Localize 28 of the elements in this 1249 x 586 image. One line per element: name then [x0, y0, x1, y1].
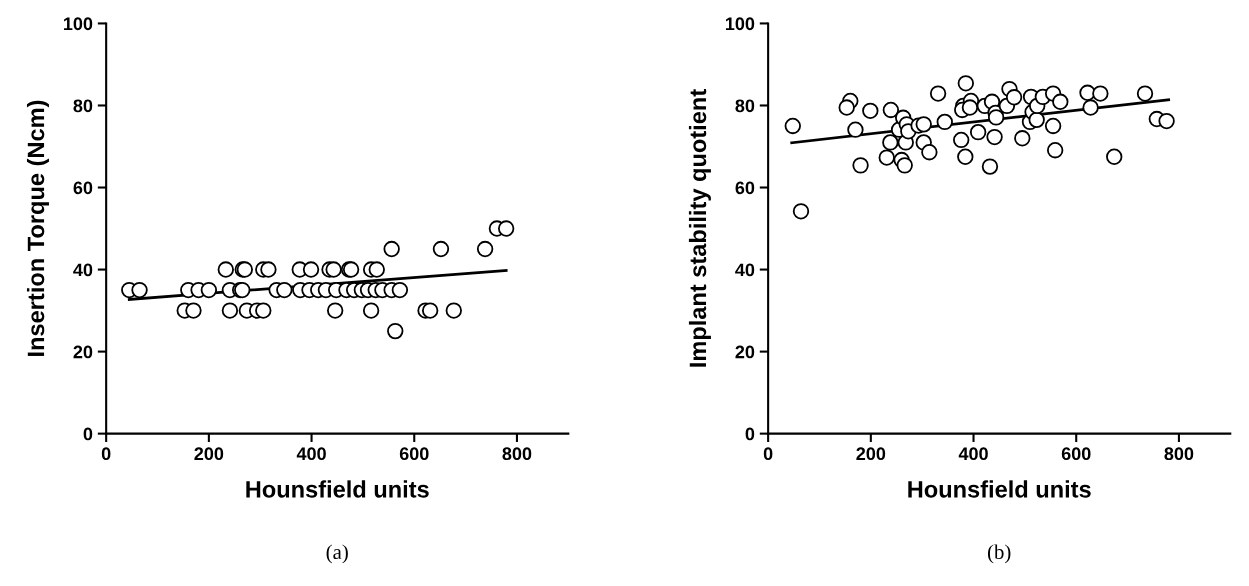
text: (b): [987, 544, 1011, 564]
y-tick-label: 0: [745, 427, 755, 441]
y-axis-title: Insertion Torque (Ncm): [26, 100, 49, 356]
y-tick-label: 100: [63, 17, 93, 31]
x-tick-label: 0: [101, 447, 111, 461]
x-tick-label: 400: [296, 447, 326, 461]
y-axis-title: Implant stability quotient: [688, 89, 711, 367]
y-tick-label: 20: [73, 345, 93, 359]
x-axis-title: Hounsfield units: [246, 480, 429, 498]
x-tick-label: 800: [1164, 447, 1194, 461]
x-tick-label: 600: [1061, 447, 1091, 461]
y-tick-label: 100: [725, 17, 755, 31]
text: (a): [326, 544, 348, 564]
y-tick-label: 40: [735, 263, 755, 277]
y-tick-label: 20: [735, 345, 755, 359]
y-tick-label: 80: [73, 99, 93, 113]
y-tick-label: 80: [735, 99, 755, 113]
y-tick-label: 0: [83, 427, 93, 441]
x-tick-label: 200: [194, 447, 224, 461]
y-tick-label: 60: [73, 181, 93, 195]
x-tick-label: 200: [856, 447, 886, 461]
y-tick-label: 60: [735, 181, 755, 195]
x-tick-label: 800: [502, 447, 532, 461]
x-tick-label: 600: [399, 447, 429, 461]
x-axis-title: Hounsfield units: [908, 480, 1091, 498]
x-tick-label: 0: [763, 447, 773, 461]
y-tick-label: 40: [73, 263, 93, 277]
x-tick-label: 400: [958, 447, 988, 461]
